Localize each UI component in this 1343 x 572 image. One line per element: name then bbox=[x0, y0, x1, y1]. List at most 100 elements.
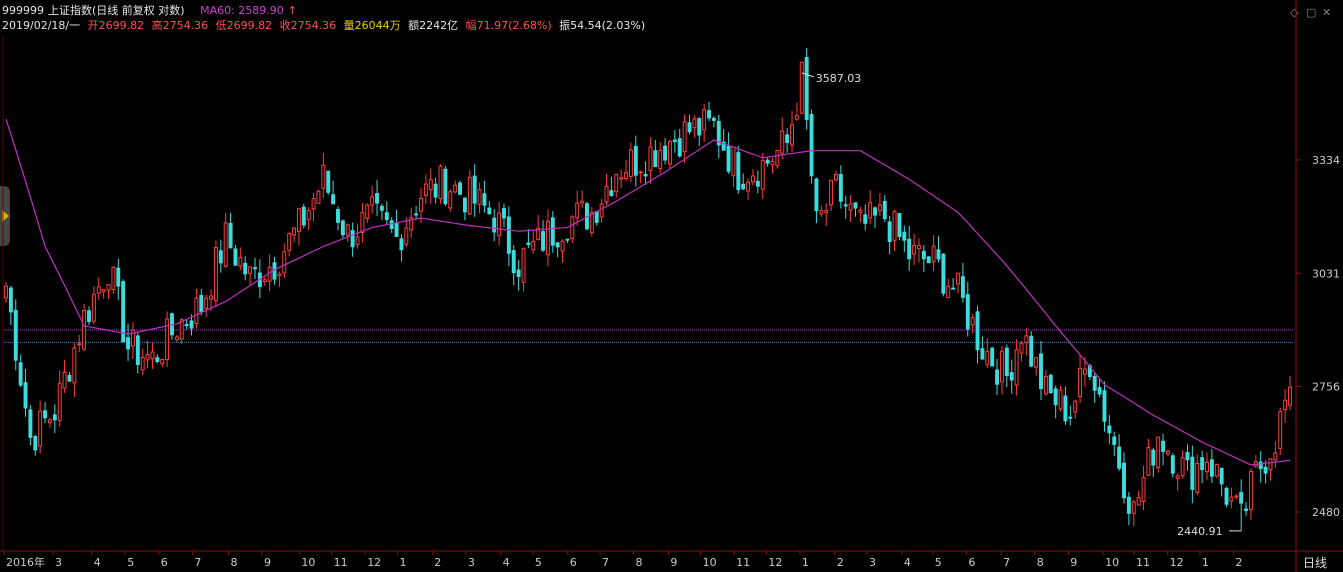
candle-body bbox=[62, 371, 67, 389]
candle-body bbox=[951, 287, 956, 290]
x-tick-label: 3 bbox=[55, 556, 62, 569]
candle-body bbox=[697, 118, 702, 136]
candle-body bbox=[360, 212, 365, 234]
candle-body bbox=[770, 160, 775, 166]
candle-body bbox=[912, 244, 917, 255]
candle-body bbox=[1136, 497, 1141, 506]
candle-body bbox=[565, 238, 570, 241]
candle-body bbox=[1161, 440, 1166, 452]
candle-body bbox=[472, 175, 477, 204]
candle-body bbox=[1258, 461, 1263, 470]
x-tick-label: 5 bbox=[127, 556, 134, 569]
candle-body bbox=[199, 294, 204, 313]
candle-body bbox=[52, 414, 57, 421]
candle-body bbox=[1073, 400, 1078, 413]
candle-body bbox=[550, 217, 555, 246]
close-button[interactable]: ✕ bbox=[1322, 6, 1332, 19]
candle-body bbox=[262, 279, 267, 282]
candle-body bbox=[423, 183, 428, 196]
side-panel-toggle[interactable] bbox=[0, 186, 10, 246]
candle-body bbox=[1156, 436, 1161, 469]
candle-body bbox=[419, 197, 423, 212]
candle-body bbox=[1102, 390, 1107, 422]
candle-body bbox=[863, 214, 868, 224]
candle-body bbox=[897, 213, 902, 238]
candle-body bbox=[345, 224, 350, 236]
candle-body bbox=[545, 220, 550, 256]
candle-body bbox=[33, 436, 38, 451]
candle-body bbox=[482, 193, 487, 206]
candle-body bbox=[67, 374, 72, 382]
candle-body bbox=[106, 284, 111, 291]
restore-button[interactable]: ▢ bbox=[1306, 6, 1317, 19]
candle-body bbox=[541, 231, 546, 251]
candle-body bbox=[619, 177, 624, 180]
candle-body bbox=[8, 287, 13, 313]
candle-body bbox=[1092, 375, 1097, 391]
candle-body bbox=[843, 204, 848, 207]
x-tick-label: 9 bbox=[670, 556, 677, 569]
x-tick-label: 10 bbox=[703, 556, 717, 569]
x-tick-label: 5 bbox=[935, 556, 942, 569]
x-tick-label: 9 bbox=[1070, 556, 1077, 569]
candle-body bbox=[1229, 496, 1234, 502]
candle-body bbox=[1244, 508, 1249, 512]
candle-body bbox=[326, 170, 331, 193]
candle-body bbox=[809, 113, 814, 177]
x-tick-label: 10 bbox=[1105, 556, 1119, 569]
candle-body bbox=[1195, 462, 1200, 493]
candle-body bbox=[765, 159, 770, 164]
candle-body bbox=[165, 318, 170, 361]
candle-body bbox=[882, 200, 887, 220]
quote-open: 开2699.82 bbox=[87, 19, 145, 32]
candle-body bbox=[599, 203, 604, 218]
candle-body bbox=[887, 221, 892, 243]
candle-body bbox=[23, 382, 28, 409]
candle-body bbox=[497, 212, 502, 237]
candle-body bbox=[130, 329, 135, 347]
candle-body bbox=[746, 181, 751, 192]
y-tick-label: 3334 bbox=[1312, 154, 1340, 167]
x-tick-label: 11 bbox=[334, 556, 348, 569]
candle-body bbox=[1283, 399, 1288, 411]
candle-body bbox=[204, 297, 209, 309]
index-code: 999999 bbox=[2, 4, 44, 17]
candle-body bbox=[731, 146, 736, 177]
candle-body bbox=[794, 115, 799, 120]
candle-body bbox=[521, 248, 526, 283]
candle-body bbox=[980, 348, 985, 360]
candle-body bbox=[1190, 456, 1195, 490]
diamond-icon[interactable]: ◇ bbox=[1290, 6, 1299, 19]
candle-body bbox=[213, 246, 218, 302]
x-tick-label: 4 bbox=[94, 556, 101, 569]
quote-amplitude: 振54.54(2.03%) bbox=[559, 19, 646, 32]
max-annotation: 3587.03 bbox=[816, 72, 862, 85]
candle-body bbox=[228, 223, 233, 249]
candle-body bbox=[975, 311, 980, 351]
candle-body bbox=[736, 152, 741, 191]
candle-body bbox=[531, 240, 536, 251]
quote-date: 2019/02/18/一 bbox=[2, 19, 81, 32]
candle-body bbox=[560, 240, 565, 252]
candle-body bbox=[502, 208, 506, 219]
x-tick-label: 7 bbox=[602, 556, 609, 569]
candle-body bbox=[916, 245, 921, 250]
candle-body bbox=[189, 320, 194, 329]
candle-body bbox=[1039, 353, 1043, 390]
candle-body bbox=[990, 347, 995, 367]
candle-body bbox=[921, 250, 926, 260]
y-tick-label: 2756 bbox=[1312, 380, 1340, 393]
x-tick-label: 7 bbox=[194, 556, 201, 569]
candle-body bbox=[296, 208, 301, 232]
candle-body bbox=[726, 145, 731, 172]
candle-body bbox=[936, 249, 941, 260]
period-label[interactable]: 日线 bbox=[1303, 556, 1328, 570]
candle-body bbox=[448, 191, 453, 209]
candle-body bbox=[179, 319, 184, 340]
candle-body bbox=[1180, 457, 1185, 477]
candle-body bbox=[150, 351, 155, 360]
triangle-right-icon bbox=[2, 210, 9, 222]
candle-body bbox=[394, 222, 399, 238]
candle-body bbox=[301, 206, 306, 226]
